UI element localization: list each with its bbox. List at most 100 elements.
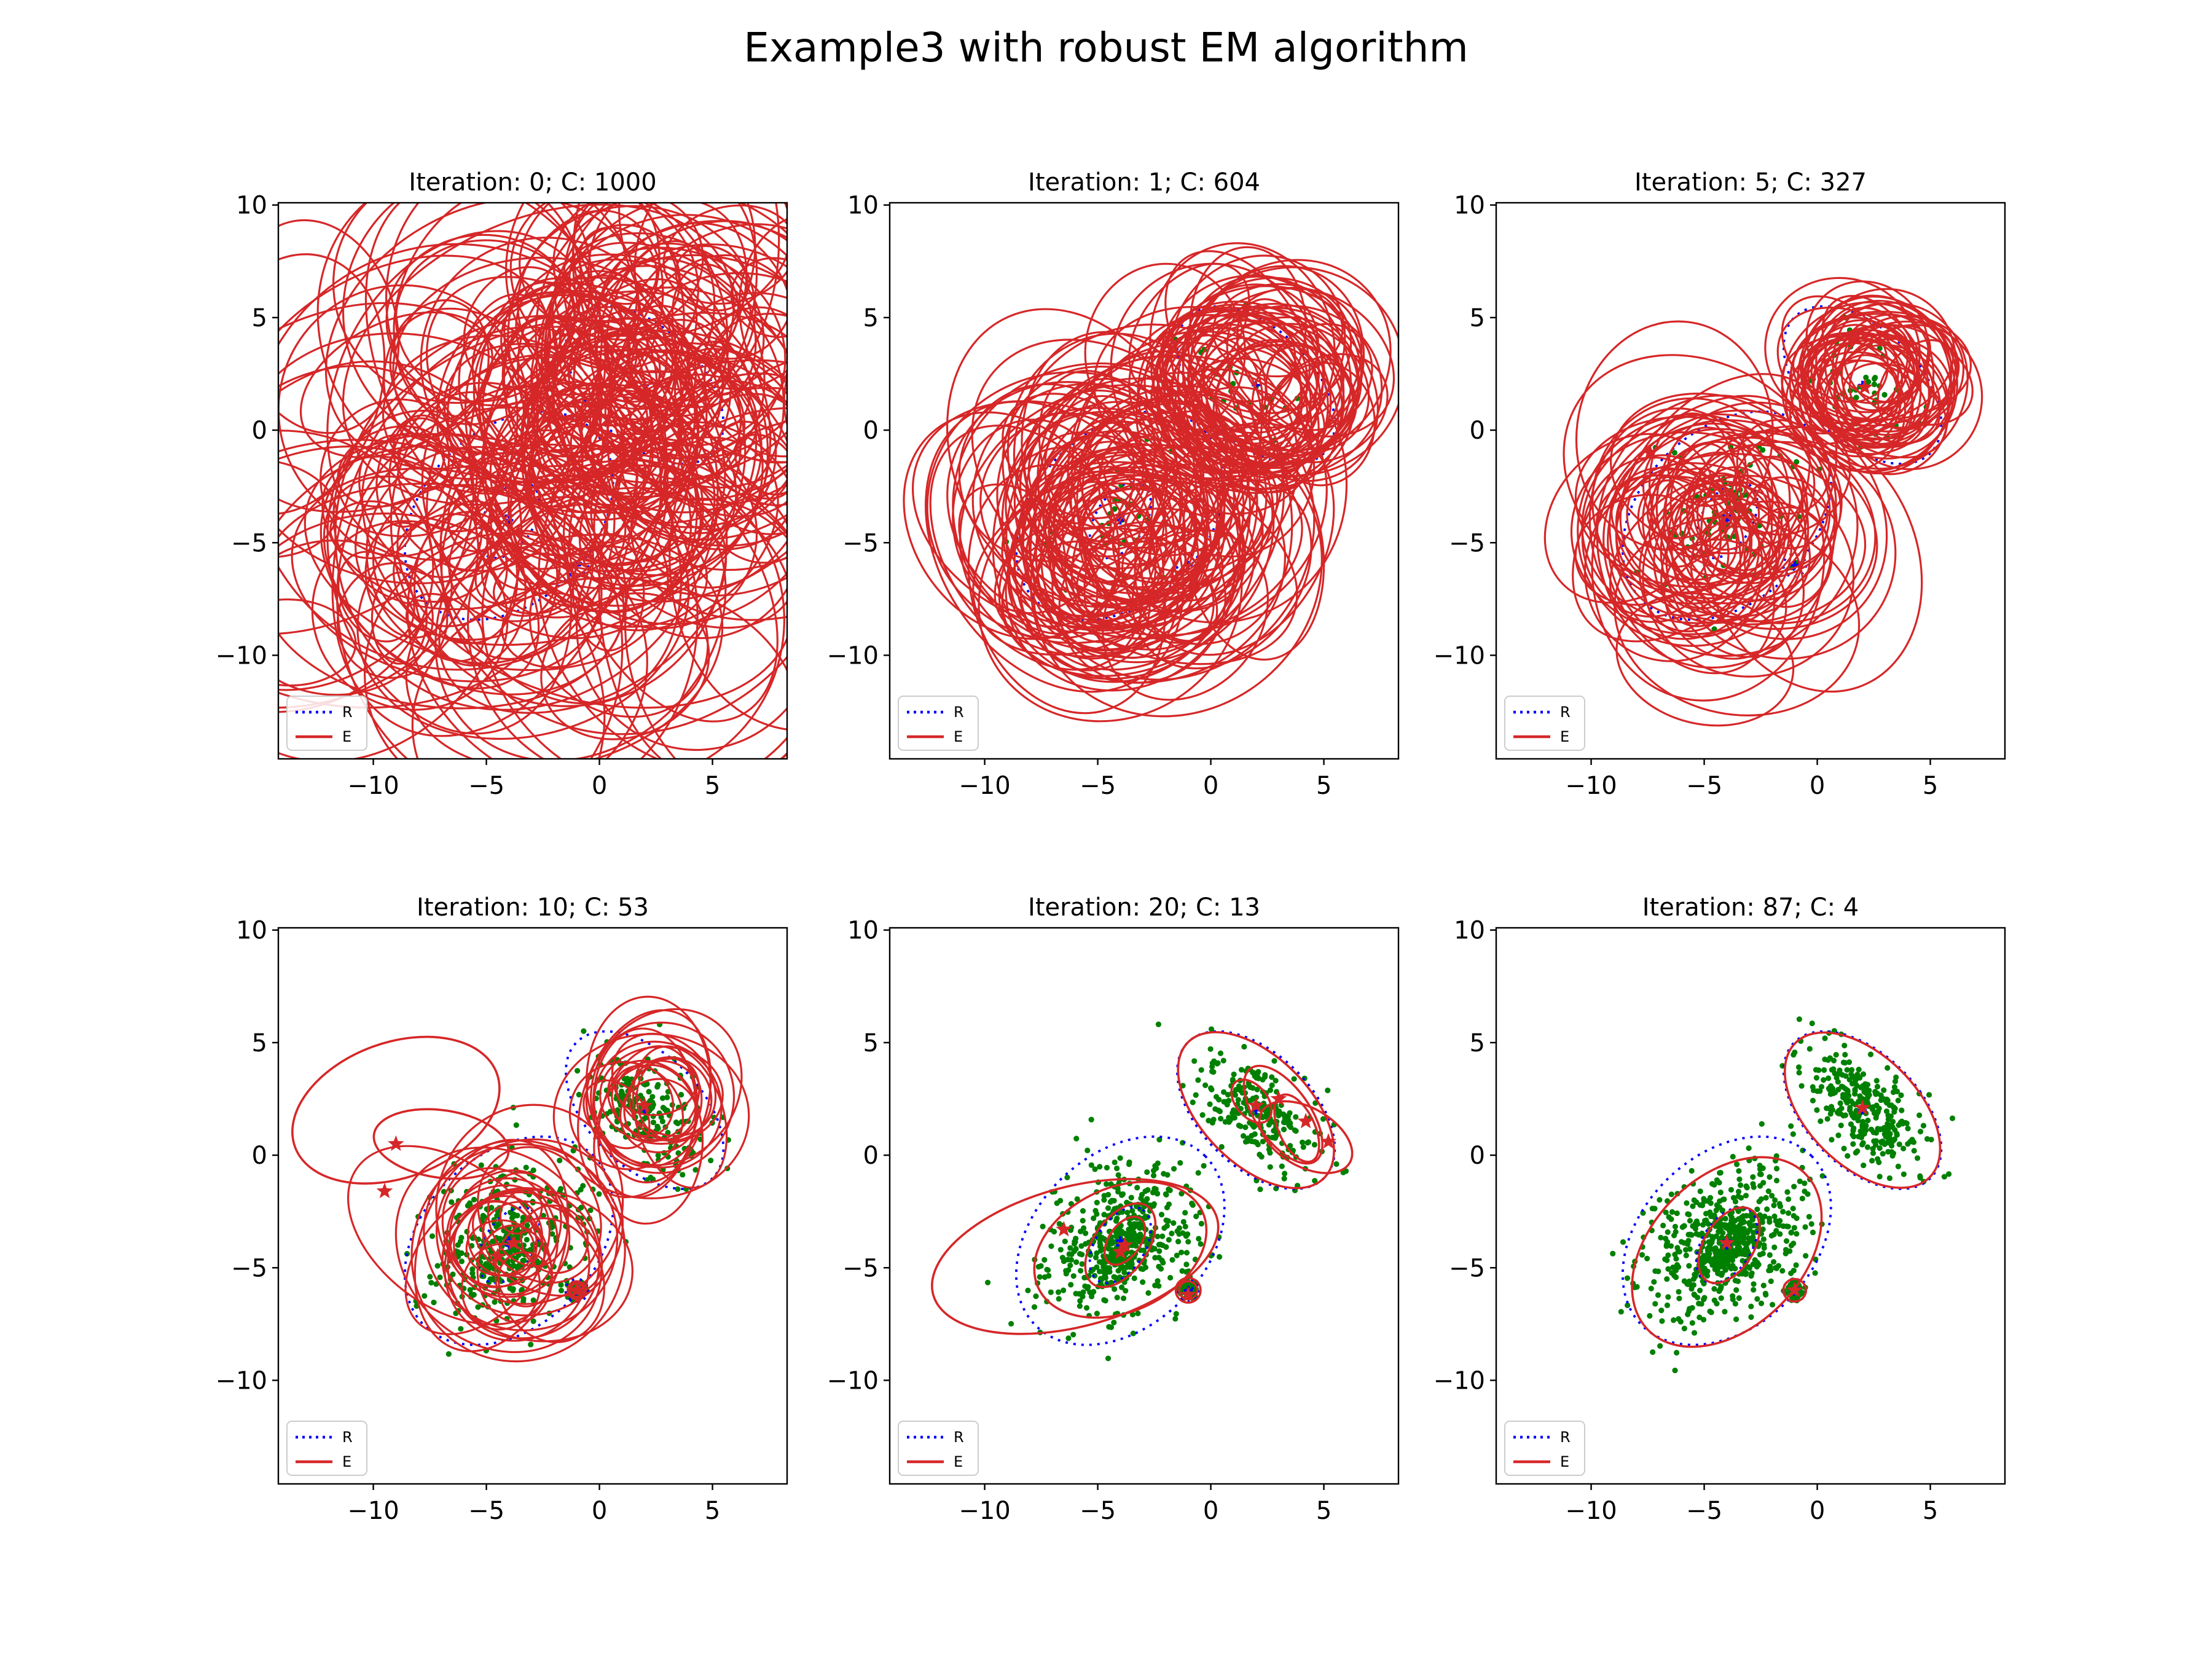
data-point: [1772, 1197, 1778, 1203]
data-point: [1182, 1223, 1188, 1230]
data-point: [523, 1164, 529, 1171]
data-point: [1788, 1230, 1794, 1236]
estimate-mean-star: [1641, 444, 1658, 460]
data-point: [1094, 1250, 1100, 1257]
data-point: [1916, 1112, 1923, 1118]
data-point: [1767, 1174, 1773, 1180]
estimate-ellipse: [1803, 338, 1899, 438]
data-point: [1748, 1303, 1754, 1309]
estimate-ellipse: [1013, 434, 1177, 672]
data-point: [1704, 1273, 1711, 1279]
data-point: [1842, 1051, 1848, 1058]
data-point: [1835, 1132, 1841, 1139]
subplot-title: Iteration: 87; C: 4: [1642, 893, 1859, 922]
data-point: [1129, 1311, 1135, 1317]
y-tick-label: 10: [1454, 917, 1485, 945]
data-point: [1733, 1161, 1740, 1167]
subplot-title: Iteration: 5; C: 327: [1634, 168, 1867, 197]
estimate-ellipse: [278, 365, 475, 691]
data-point: [1118, 1264, 1124, 1271]
data-point: [1914, 1155, 1921, 1161]
data-point: [1733, 1287, 1739, 1293]
estimate-ellipse: [597, 349, 758, 481]
data-point: [1208, 1026, 1215, 1032]
estimate-ellipse: [619, 1078, 699, 1153]
estimate-ellipse: [575, 497, 787, 751]
data-point: [1686, 1263, 1692, 1269]
legend: RE: [898, 696, 979, 751]
data-point: [1707, 1194, 1714, 1201]
data-point: [1193, 1092, 1199, 1098]
y-tick-label: −5: [231, 1254, 267, 1282]
data-point: [1751, 1184, 1757, 1190]
data-point: [455, 1242, 461, 1248]
data-point: [493, 1224, 500, 1230]
data-point: [1736, 1295, 1742, 1301]
data-point: [1167, 1274, 1174, 1281]
data-point: [1754, 1296, 1760, 1302]
data-point: [1117, 1155, 1123, 1161]
data-point: [1886, 1175, 1893, 1182]
data-point: [1717, 1170, 1723, 1176]
estimate-ellipse: [1177, 1031, 1335, 1190]
data-point: [1888, 1143, 1895, 1149]
data-point: [1054, 1200, 1060, 1206]
data-point: [1700, 1317, 1707, 1323]
data-point: [1750, 1261, 1756, 1268]
x-tick-label: 5: [1923, 1497, 1938, 1525]
data-point: [1287, 1120, 1293, 1126]
data-point: [1287, 1143, 1293, 1149]
data-point: [1676, 1316, 1682, 1322]
data-point: [1183, 1250, 1190, 1256]
data-point: [1777, 1231, 1783, 1237]
data-point: [1120, 1295, 1127, 1301]
estimate-ellipse: [355, 393, 737, 646]
data-point: [1158, 1241, 1164, 1247]
data-point: [1129, 1249, 1135, 1255]
x-tick-label: 0: [1203, 1497, 1218, 1525]
estimate-ellipse: [1648, 467, 1728, 568]
legend-estimate-label: E: [342, 728, 351, 745]
estimate-mean-star: [1116, 1236, 1133, 1252]
estimate-ellipse: [1033, 1180, 1208, 1319]
data-point: [1055, 1289, 1062, 1295]
data-point: [1138, 1195, 1144, 1201]
data-point: [428, 1279, 434, 1286]
data-point: [1218, 1116, 1224, 1122]
data-point: [587, 1207, 594, 1214]
data-point: [1167, 1187, 1173, 1193]
data-point: [1888, 1123, 1894, 1129]
estimate-ellipse: [372, 1108, 510, 1180]
subplot-grid: Iteration: 0; C: 1000−10 −5 0 5−10−50510REI…: [216, 168, 2006, 1525]
data-point: [1892, 1105, 1898, 1112]
estimate-ellipse: [606, 1059, 697, 1142]
data-point: [1829, 1137, 1835, 1143]
data-point: [1126, 1226, 1132, 1233]
data-point: [1842, 1060, 1848, 1066]
estimate-ellipse: [332, 203, 582, 404]
data-point: [1267, 1150, 1273, 1156]
data-point: [1176, 1231, 1182, 1237]
data-point: [1107, 1269, 1113, 1275]
subplot-5: Iteration: 20; C: 13 −10 −5 0 5 −10 −5 0 5 10 RE: [827, 893, 1400, 1525]
data-point: [1719, 1207, 1725, 1214]
data-point: [521, 1257, 527, 1264]
data-point: [1882, 1129, 1888, 1135]
data-point: [1730, 1194, 1737, 1201]
estimate-ellipse: [528, 545, 709, 718]
estimate-ellipse: [1805, 280, 1929, 404]
x-tick-label: −5: [1686, 772, 1722, 800]
legend-estimate-label: E: [1560, 1453, 1569, 1470]
data-point: [1864, 1144, 1871, 1150]
estimate-ellipse: [675, 292, 787, 464]
data-point: [1272, 1135, 1278, 1141]
estimate-ellipse: [278, 458, 338, 559]
plot-content: [903, 242, 1398, 723]
data-point: [1773, 1166, 1780, 1172]
data-point: [1287, 1124, 1294, 1131]
data-point: [1121, 1269, 1128, 1276]
data-point: [1768, 1267, 1774, 1273]
y-tick-label: 10: [847, 192, 879, 220]
data-point: [1773, 1218, 1779, 1224]
data-point: [1668, 1191, 1674, 1198]
